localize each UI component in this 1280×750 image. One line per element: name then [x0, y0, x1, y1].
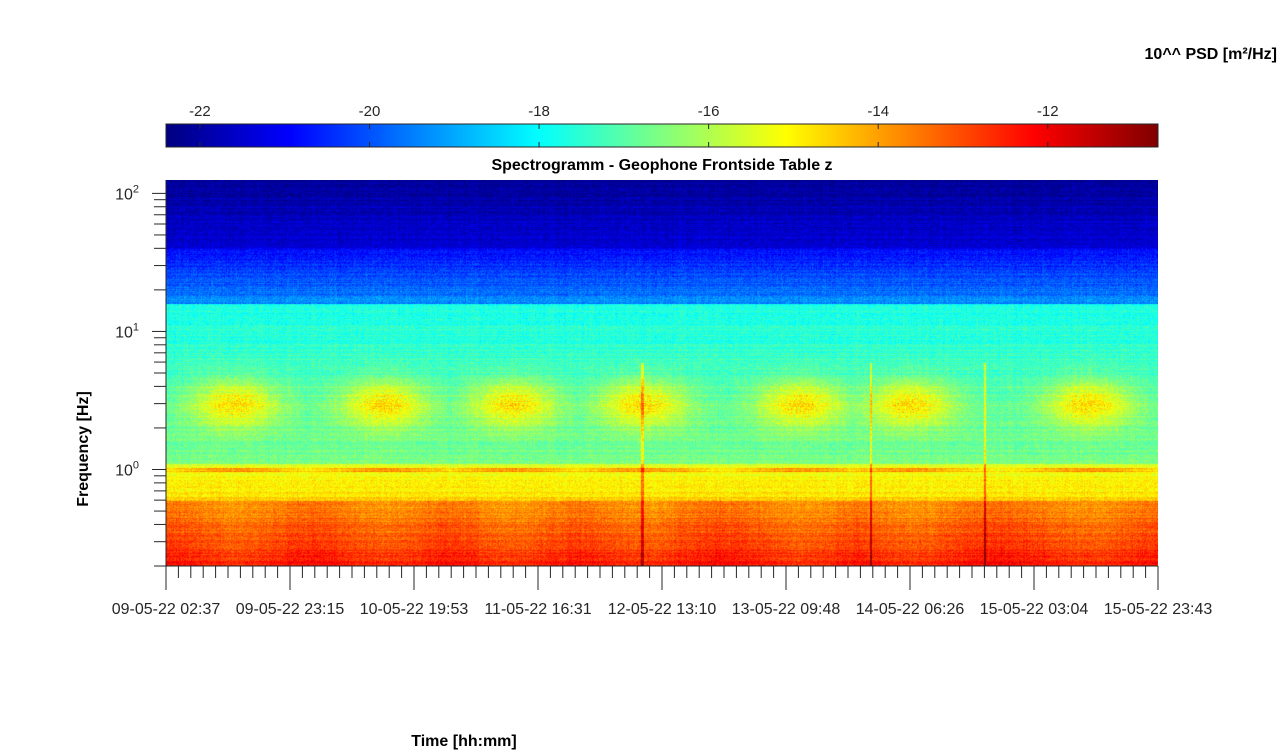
x-tick-label: 11-05-22 16:31 [484, 601, 591, 618]
y-tick-label: 101 [115, 321, 139, 341]
colorbar-tick-label: -16 [698, 103, 720, 120]
colorbar-gradient [165, 123, 1159, 148]
colorbar-tick-label: -20 [359, 103, 381, 120]
y-axis: 102 101 100 [115, 180, 167, 567]
plot-area [166, 180, 1158, 566]
x-tick-label: 15-05-22 23:43 [1104, 601, 1213, 618]
colorbar-tick-label: -18 [528, 103, 550, 120]
colorbar-tick-label: -14 [867, 103, 889, 120]
x-tick-label: 14-05-22 06:26 [856, 601, 965, 618]
x-tick-label: 09-05-22 02:37 [112, 601, 221, 618]
x-tick-label: 15-05-22 03:04 [980, 601, 1089, 618]
chart-title: Spectrogramm - Geophone Frontside Table … [491, 157, 832, 174]
colorbar: -22 -20 -18 -16 -14 -12 [165, 103, 1159, 148]
colorbar-ticks: -22 -20 -18 -16 -14 -12 [189, 103, 1059, 147]
y-tick-label: 102 [115, 183, 139, 203]
x-axis: 09-05-22 02:37 09-05-22 23:15 10-05-22 19:… [112, 565, 1213, 618]
x-tick-label: 12-05-22 13:10 [608, 601, 717, 618]
colorbar-tick-label: -22 [189, 103, 211, 120]
y-axis-label: Frequency [Hz] [75, 391, 92, 507]
x-tick-label: 09-05-22 23:15 [236, 601, 345, 618]
y-tick-label: 100 [115, 460, 139, 480]
colorbar-tick-label: -12 [1037, 103, 1059, 120]
x-axis-label: Time [hh:mm] [411, 733, 516, 750]
x-tick-label: 13-05-22 09:48 [732, 601, 841, 618]
x-tick-label: 10-05-22 19:53 [360, 601, 469, 618]
spectrogram-heatmap [166, 180, 1158, 566]
colorbar-label: 10^^ PSD [m²/Hz] [1145, 46, 1277, 63]
